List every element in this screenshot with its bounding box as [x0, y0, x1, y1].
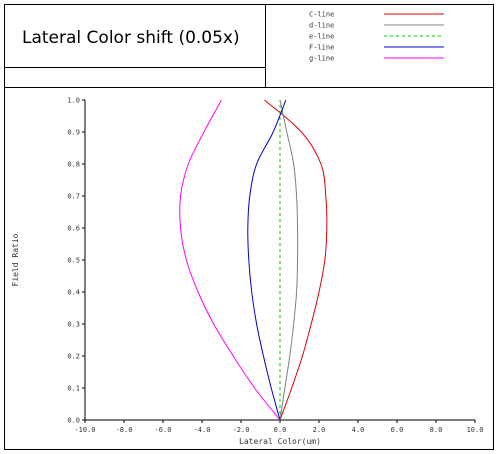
x-axis-title: Lateral Color(um) — [239, 437, 321, 446]
y-tick-label: 0.1 — [67, 385, 80, 393]
x-tick-label: 4.0 — [352, 426, 365, 434]
y-tick-label: 0.9 — [67, 129, 80, 137]
legend-label-d-line: d-line — [309, 22, 334, 30]
x-tick-label: 2.0 — [313, 426, 326, 434]
legend-label-e-line: e-line — [309, 33, 334, 41]
y-tick-label: 0.3 — [67, 321, 80, 329]
x-tick-label: 6.0 — [391, 426, 404, 434]
y-axis-title: Field Ratio — [11, 233, 20, 286]
y-tick-label: 0.5 — [67, 257, 80, 265]
x-tick-label: 10.0 — [467, 426, 484, 434]
legend-label-c-line: C-line — [309, 11, 334, 19]
y-tick-label: 0.2 — [67, 353, 80, 361]
legend-label-g-line: g-line — [309, 55, 334, 63]
x-tick-label: -6.0 — [155, 426, 172, 434]
series-group — [179, 99, 328, 421]
y-tick-label: 0.0 — [67, 417, 80, 425]
series-line-g-line — [179, 99, 281, 421]
plot-area: -10.0 -8.0 -6.0 -4.0 -2.0 0.0 2.0 4.0 6.0 8.0 10.0… — [67, 97, 483, 435]
x-tick-label: 0.0 — [274, 426, 287, 434]
series-line-c-line — [264, 99, 328, 421]
x-tick-label: -8.0 — [116, 426, 133, 434]
x-tick-label: -2.0 — [233, 426, 250, 434]
legend-label-f-line: F-line — [309, 44, 334, 52]
chart-title: Lateral Color shift (0.05x) — [22, 28, 240, 48]
axes: -10.0 -8.0 -6.0 -4.0 -2.0 0.0 2.0 4.0 6.0 8.0 10.0… — [67, 97, 483, 435]
y-tick-label: 0.8 — [67, 161, 80, 169]
y-tick-label: 0.4 — [67, 289, 80, 297]
legend: C-line d-line e-line F-line g-line — [309, 11, 444, 63]
series-line-f-line — [247, 99, 287, 421]
y-tick-label: 1.0 — [67, 97, 80, 105]
y-tick-label: 0.6 — [67, 225, 80, 233]
y-tick-label: 0.7 — [67, 193, 80, 201]
x-tick-label: 8.0 — [430, 426, 443, 434]
outer-border — [4, 4, 494, 450]
x-tick-label: -4.0 — [194, 426, 211, 434]
series-line-d-line — [279, 99, 299, 421]
x-tick-label: -10.0 — [74, 426, 95, 434]
